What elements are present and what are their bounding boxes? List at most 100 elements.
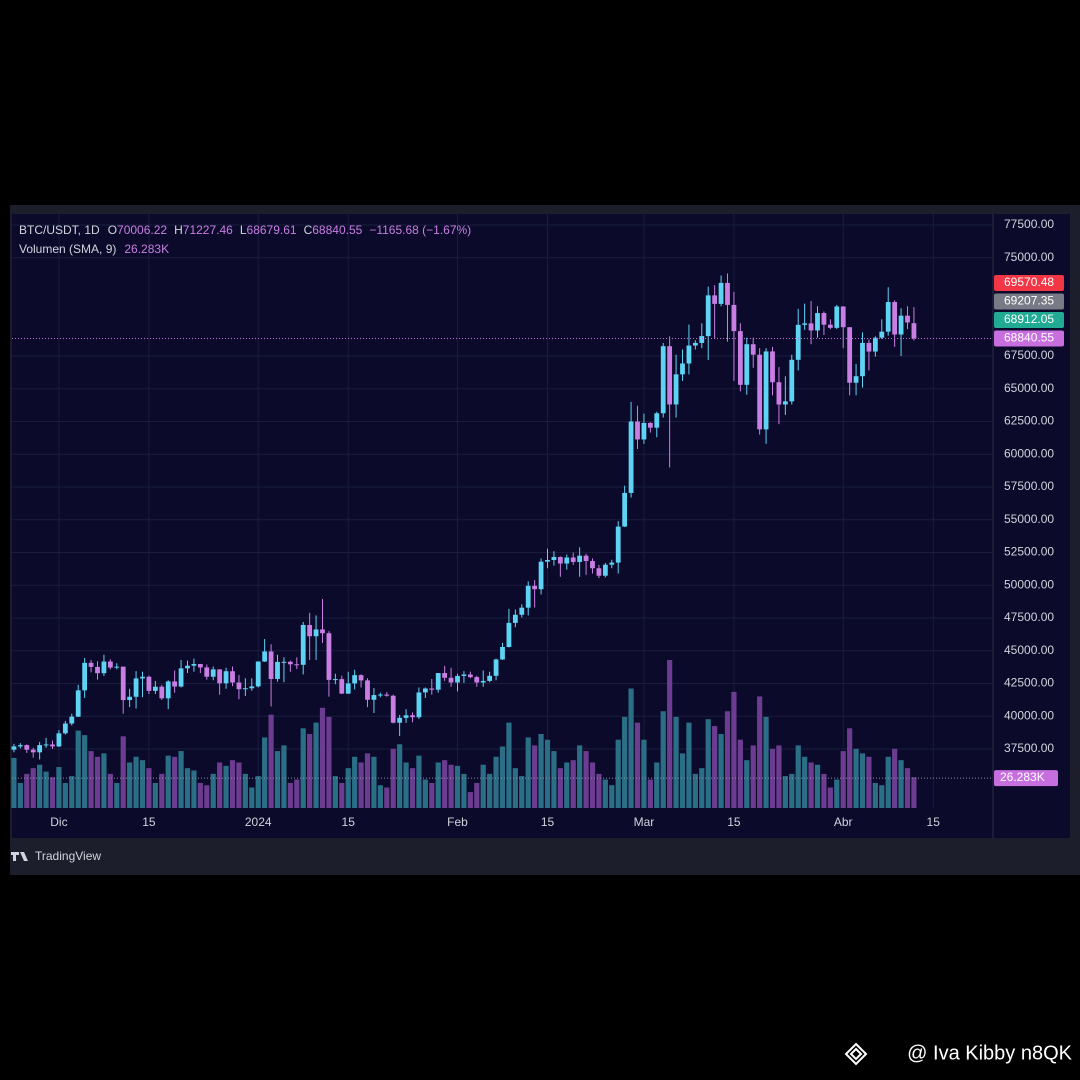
volume-bar bbox=[487, 773, 493, 808]
candle-body bbox=[705, 295, 711, 337]
volume-bar bbox=[82, 735, 88, 808]
x-tick-label: Feb bbox=[447, 815, 468, 829]
volume-bar bbox=[776, 745, 782, 808]
volume-bar bbox=[654, 762, 660, 808]
candle-body bbox=[11, 746, 17, 750]
candle-body bbox=[641, 422, 647, 440]
candle-body bbox=[602, 564, 608, 576]
candle-body bbox=[242, 688, 248, 690]
candle-body bbox=[435, 673, 441, 690]
candle-body bbox=[140, 676, 145, 679]
volume-bar bbox=[679, 753, 686, 808]
volume-bar bbox=[480, 764, 486, 808]
brand-name: TradingView bbox=[35, 849, 101, 863]
volume-bar bbox=[11, 757, 17, 808]
volume-bar bbox=[853, 748, 859, 808]
candle-body bbox=[635, 421, 640, 440]
volume-bar bbox=[596, 773, 602, 808]
volume-bar bbox=[159, 773, 165, 808]
candle-body bbox=[615, 526, 621, 563]
volume-bar bbox=[300, 728, 306, 808]
volume-bar bbox=[622, 716, 628, 808]
volume-bar bbox=[197, 782, 203, 808]
volume-bar bbox=[358, 762, 364, 808]
candle-body bbox=[493, 659, 499, 676]
candle-body bbox=[699, 336, 705, 343]
x-tick-label: 15 bbox=[927, 815, 941, 829]
volume-bar bbox=[544, 739, 551, 808]
candle-body bbox=[474, 677, 480, 683]
volume-bar bbox=[75, 730, 81, 808]
volume-bar bbox=[692, 773, 698, 808]
candle-body bbox=[268, 651, 274, 679]
candle-body bbox=[737, 331, 743, 385]
volume-bar bbox=[866, 756, 872, 808]
candle-body bbox=[622, 492, 628, 527]
volume-bar bbox=[442, 760, 448, 808]
candle-body bbox=[686, 345, 692, 364]
volume-bar bbox=[673, 716, 679, 808]
candle-body bbox=[159, 686, 165, 699]
volume-bar bbox=[493, 756, 499, 808]
volume-bar bbox=[139, 760, 146, 808]
candle-body bbox=[339, 679, 345, 694]
legend: BTC/USDT, 1D O70006.22 H71227.46 L68679.61 C… bbox=[19, 223, 471, 237]
candle-body bbox=[236, 682, 242, 690]
ohlc-value: 68679.61 bbox=[247, 223, 297, 237]
candle-body bbox=[56, 733, 62, 747]
volume-bar bbox=[904, 768, 911, 808]
y-tick-label: 65000.00 bbox=[1004, 381, 1054, 395]
candle-body bbox=[281, 661, 287, 663]
volume-bar bbox=[30, 768, 36, 808]
y-tick-label: 47500.00 bbox=[1004, 610, 1054, 624]
brand: TradingView bbox=[11, 849, 101, 863]
candle-body bbox=[416, 692, 422, 718]
candle-body bbox=[872, 337, 878, 352]
volume-bar bbox=[551, 751, 557, 808]
y-tick-label: 45000.00 bbox=[1004, 643, 1054, 657]
candle-body bbox=[551, 556, 557, 560]
candle-body bbox=[834, 306, 840, 328]
y-tick-label: 52500.00 bbox=[1004, 545, 1054, 559]
volume-bar bbox=[840, 751, 846, 808]
candle-body bbox=[525, 585, 531, 608]
candle-body bbox=[853, 376, 859, 383]
volume-title: Volumen (SMA, 9) bbox=[19, 242, 116, 256]
volume-bar bbox=[847, 728, 853, 808]
volume-bar bbox=[879, 785, 885, 808]
volume-bar bbox=[757, 696, 763, 808]
candle-body bbox=[725, 282, 730, 305]
volume-bar bbox=[281, 745, 287, 808]
volume-bar bbox=[641, 739, 647, 808]
volume-bar bbox=[249, 787, 255, 808]
candle-body bbox=[821, 313, 827, 325]
volume-bar bbox=[229, 760, 236, 808]
candle-body bbox=[217, 669, 223, 684]
y-tick-label: 42500.00 bbox=[1004, 676, 1054, 690]
volume-bar bbox=[712, 726, 718, 808]
volume-bar bbox=[409, 768, 416, 808]
candle-body bbox=[480, 680, 486, 683]
volume-legend: Volumen (SMA, 9) 26.283K bbox=[19, 242, 169, 256]
volume-bar bbox=[512, 768, 518, 808]
price-label: 69207.35 bbox=[1004, 294, 1054, 308]
volume-bar bbox=[339, 782, 345, 808]
volume-bar bbox=[699, 768, 705, 808]
candle-body bbox=[512, 614, 518, 623]
ohlc-value: 70006.22 bbox=[117, 223, 167, 237]
marks bbox=[11, 273, 993, 808]
candle-body bbox=[860, 342, 865, 377]
candle-body bbox=[455, 675, 460, 683]
volume-bar bbox=[557, 768, 563, 808]
candle-body bbox=[647, 422, 653, 428]
candle-body bbox=[307, 624, 313, 637]
volume-bar bbox=[416, 755, 422, 808]
candle-body bbox=[532, 585, 538, 590]
candle-body bbox=[255, 661, 261, 687]
volume-bar bbox=[898, 760, 904, 808]
candle-body bbox=[770, 351, 775, 383]
candle-body bbox=[911, 323, 917, 339]
volume-bar bbox=[577, 745, 583, 808]
volume-bar bbox=[287, 782, 293, 808]
